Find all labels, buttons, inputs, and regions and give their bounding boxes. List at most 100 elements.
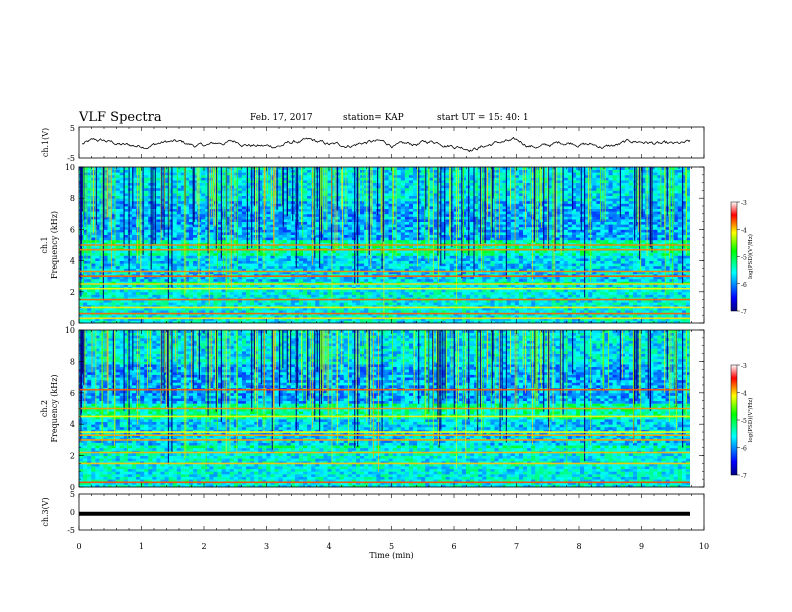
- spectrogram-cell: [673, 307, 679, 311]
- spectrogram-cell: [441, 265, 446, 269]
- spectrogram-cell: [193, 291, 198, 295]
- spectrogram-cell: [197, 258, 202, 261]
- spectrogram-cell: [535, 263, 540, 267]
- spectrogram-cell: [563, 278, 569, 282]
- spectrogram-cell: [290, 299, 296, 303]
- spectrogram-cell: [624, 260, 630, 264]
- spectrogram-cell: [307, 302, 312, 306]
- spectrogram-cell: [653, 299, 658, 303]
- spectrogram-cell: [441, 320, 446, 324]
- spectrogram-cell: [641, 250, 646, 254]
- spectrogram-cell: [172, 320, 178, 324]
- spectrogram-cell: [99, 317, 104, 321]
- spectrogram-cell: [274, 304, 279, 308]
- spectrogram-cell: [250, 265, 255, 269]
- y-tick-label: -5: [67, 154, 75, 163]
- spectrogram-cell: [486, 315, 491, 319]
- spectrogram-cell: [502, 315, 508, 319]
- spectrogram-cell: [661, 294, 666, 298]
- spectrogram-cell: [372, 317, 377, 321]
- spectrogram-cell: [119, 310, 125, 313]
- spectrogram-cell: [303, 315, 308, 319]
- spectrogram-cell: [303, 289, 308, 293]
- spectrogram-cell: [392, 315, 398, 319]
- spectrogram-cell: [286, 258, 292, 261]
- spectrogram-cell: [298, 252, 304, 256]
- spectrogram-cell: [250, 239, 255, 243]
- spectrogram-cell: [290, 239, 296, 243]
- spectrogram-cell: [335, 304, 341, 308]
- spectrogram-cell: [176, 265, 182, 269]
- spectrogram-cell: [616, 255, 622, 259]
- spectrogram-cell: [123, 294, 129, 298]
- spectrogram-cell: [327, 278, 332, 282]
- spectrogram-cell: [592, 317, 597, 321]
- spectrogram-cell: [628, 302, 634, 306]
- spectrogram-cell: [498, 260, 504, 264]
- spectrogram-cell: [506, 260, 512, 264]
- spectrogram-cell: [140, 317, 145, 321]
- spectrogram-cell: [131, 265, 137, 269]
- spectrogram-cell: [555, 302, 561, 306]
- spectrogram-cell: [168, 310, 174, 313]
- spectrogram-cell: [87, 302, 92, 306]
- spectrogram-cell: [490, 317, 495, 321]
- spectrogram-cell: [368, 297, 373, 300]
- spectrogram-cell: [653, 265, 658, 269]
- spectrogram-cell: [307, 255, 312, 259]
- spectrogram-cell: [433, 239, 438, 243]
- spectrogram-cell: [551, 294, 556, 298]
- spectrogram-cell: [657, 250, 662, 254]
- spectrogram-cell: [372, 260, 377, 264]
- spectrogram-cell: [457, 320, 463, 324]
- spectrogram-cell: [111, 304, 117, 308]
- spectrogram-cell: [115, 294, 121, 298]
- spectrogram-cell: [95, 297, 100, 300]
- spectrogram-cell: [620, 263, 626, 267]
- spectrogram-cell: [319, 294, 324, 298]
- spectrogram-cell: [543, 320, 548, 324]
- spectrogram-cell: [486, 255, 491, 259]
- spectrogram-cell: [413, 302, 418, 306]
- spectrogram-cell: [482, 307, 487, 311]
- spectrogram-cell: [250, 250, 255, 254]
- spectrogram-cell: [624, 289, 630, 293]
- spectrogram-cell: [408, 263, 414, 267]
- spectrogram-cell: [506, 239, 512, 243]
- spectrogram-cell: [465, 310, 471, 313]
- spectrogram-cell: [425, 315, 430, 319]
- spectrogram-cell: [580, 320, 585, 324]
- spectrogram-cell: [123, 260, 129, 264]
- spectrogram-cell: [612, 320, 618, 324]
- spectrogram-cell: [580, 255, 585, 259]
- spectrogram-cell: [193, 320, 198, 324]
- spectrogram-cell: [298, 304, 304, 308]
- spectrogram-cell: [91, 258, 96, 261]
- spectrogram-cell: [408, 310, 414, 313]
- spectrogram-cell: [254, 255, 259, 259]
- spectrogram-cell: [608, 239, 613, 243]
- spectrogram-cell: [87, 294, 92, 298]
- spectrogram-cell: [148, 265, 153, 269]
- spectrogram-cell: [653, 297, 658, 300]
- spectrogram-cell: [323, 320, 328, 324]
- spectrogram-cell: [539, 255, 544, 259]
- spectrogram-cell: [156, 304, 161, 308]
- spectrogram-cell: [303, 265, 308, 269]
- spectrogram-cell: [388, 310, 394, 313]
- spectrogram-cell: [323, 289, 328, 293]
- spectrogram-cell: [600, 250, 605, 254]
- spectrogram-cell: [307, 250, 312, 254]
- spectrogram-cell: [335, 294, 341, 298]
- spectrogram-cell: [217, 260, 222, 264]
- spectrogram-cell: [669, 255, 675, 259]
- spectrogram-cell: [539, 294, 544, 298]
- spectrogram-cell: [343, 250, 349, 254]
- spectrogram-cell: [457, 289, 463, 293]
- spectrogram-cell: [221, 289, 227, 293]
- spectrogram-cell: [425, 310, 430, 313]
- spectrogram-cell: [645, 315, 650, 319]
- spectrogram-cell: [421, 263, 426, 267]
- spectrogram-cell: [494, 302, 499, 306]
- spectrogram-cell: [335, 263, 341, 267]
